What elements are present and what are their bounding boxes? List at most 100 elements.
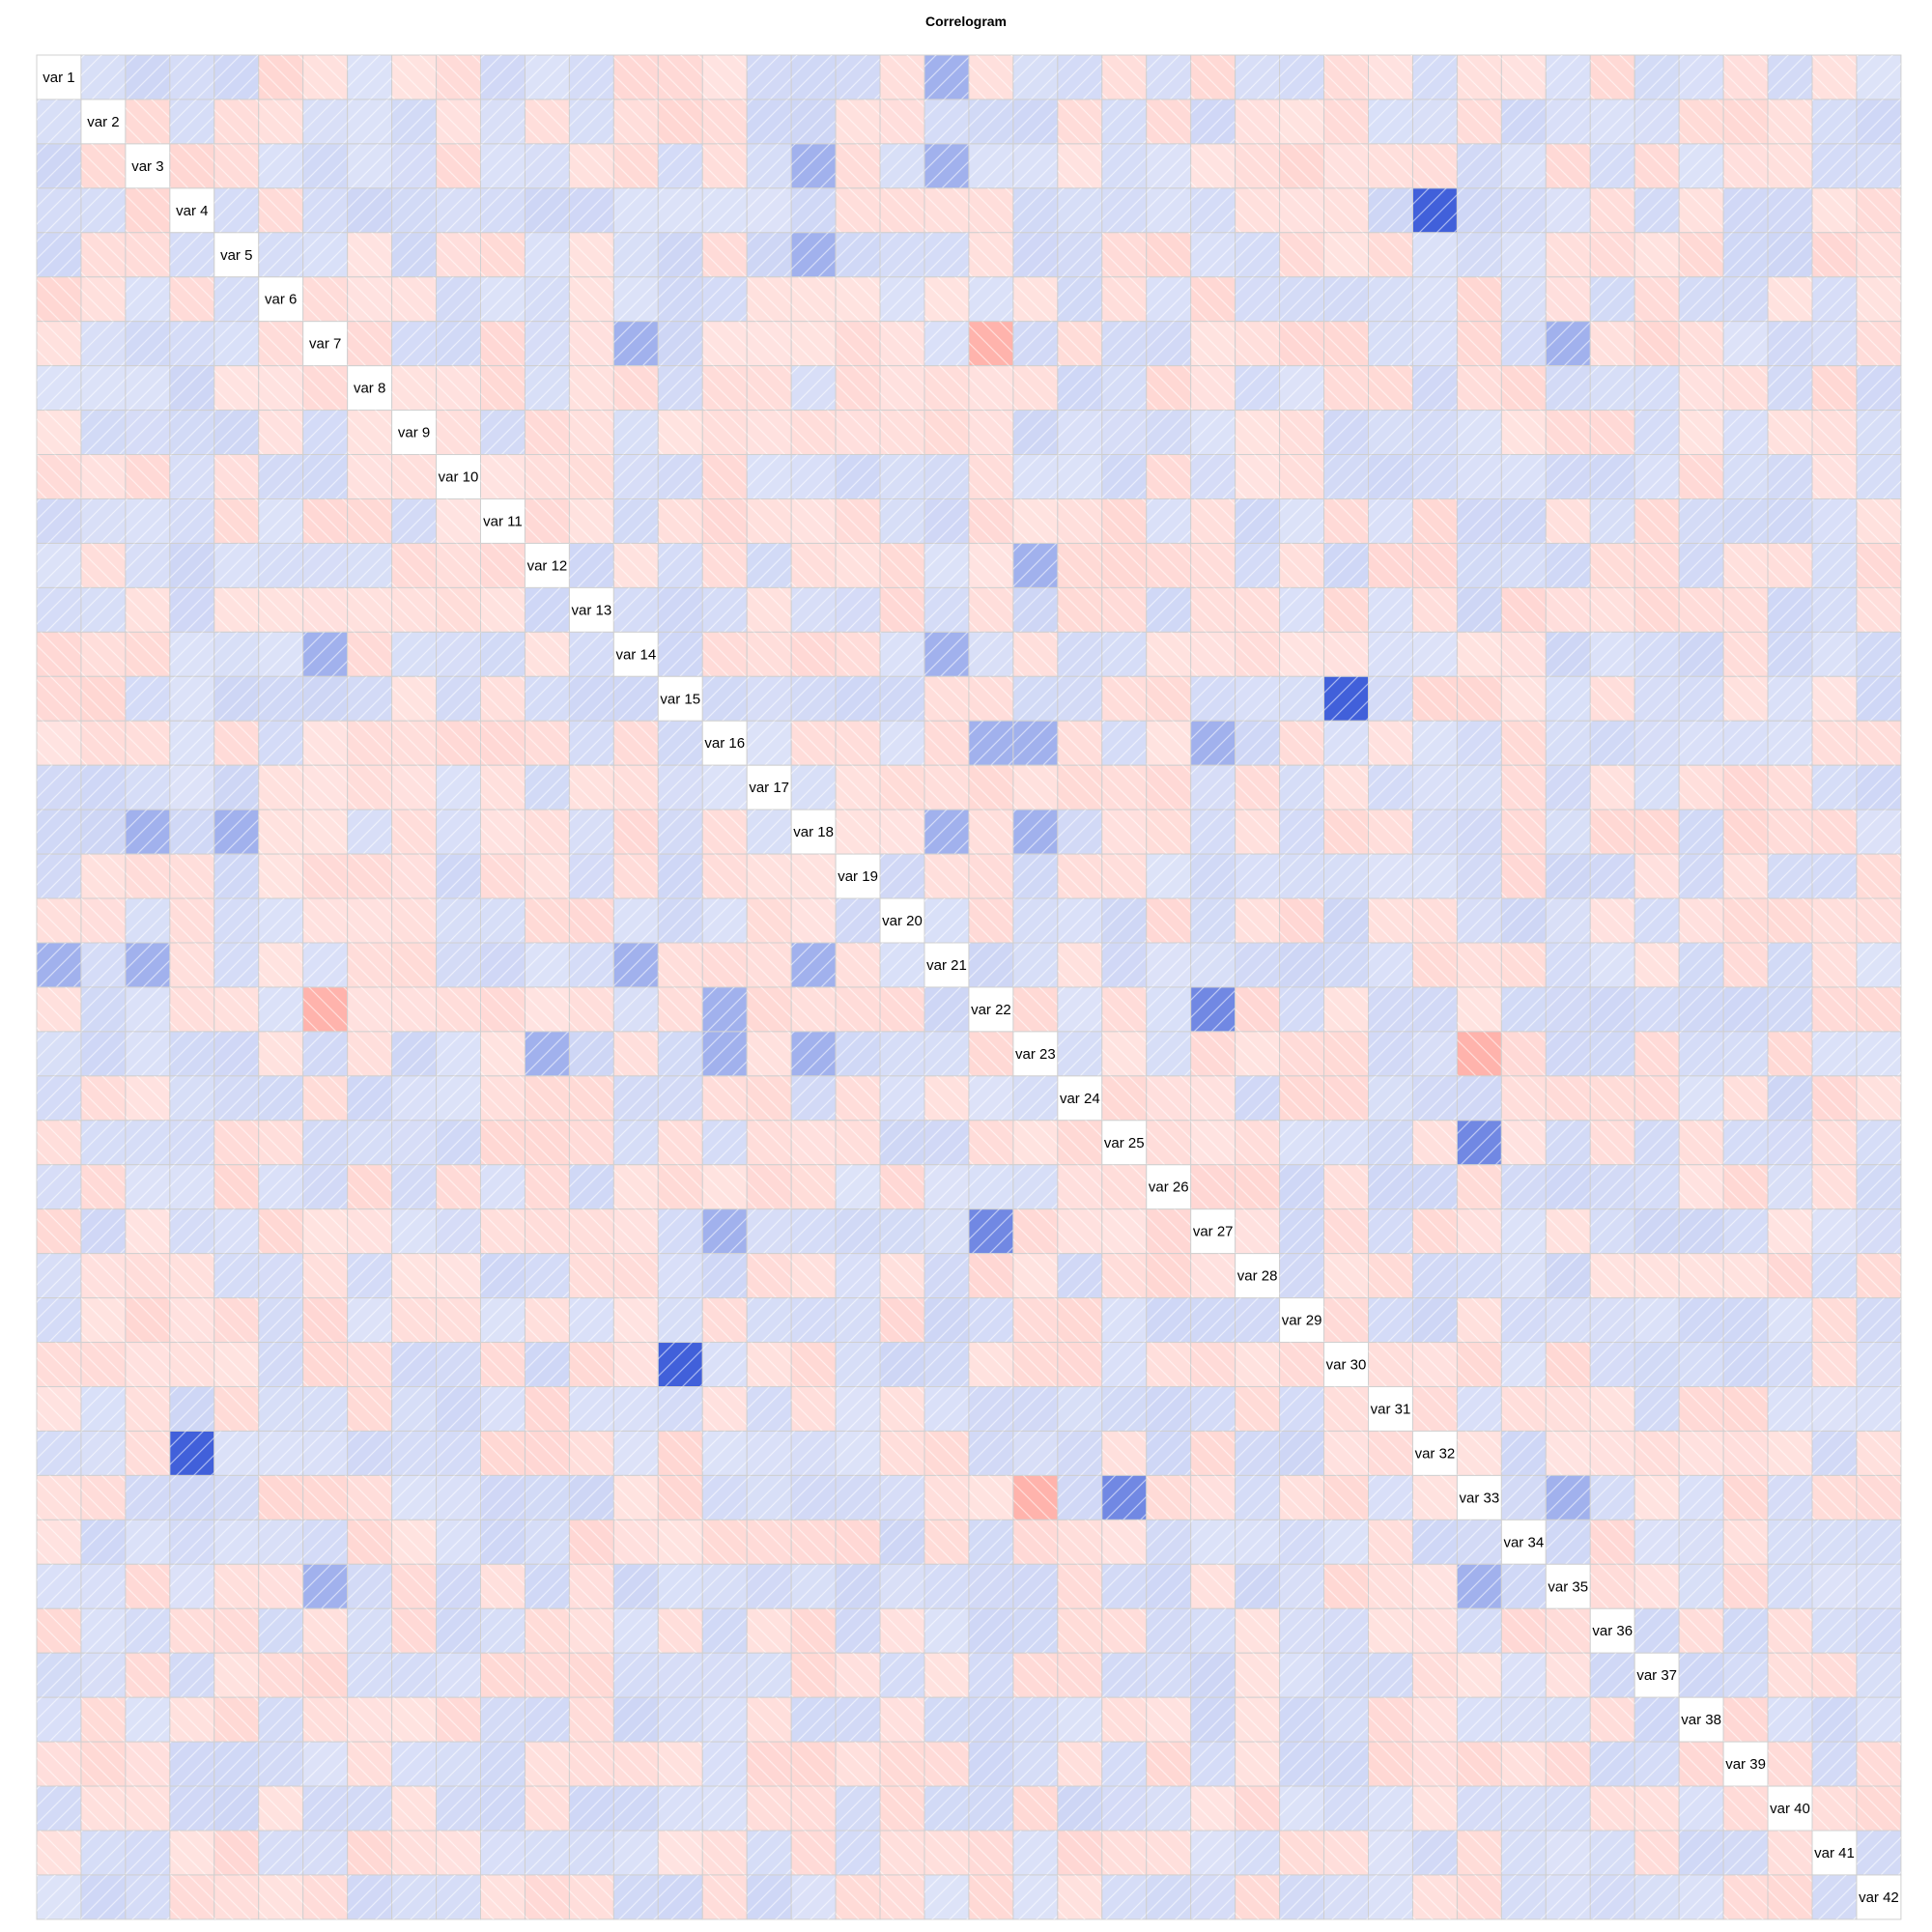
correlation-hatch [1856,454,1901,499]
variable-label: var 30 [1326,1357,1367,1374]
correlation-hatch [125,410,170,455]
correlation-hatch [1235,1874,1280,1919]
correlation-hatch [1856,1831,1901,1875]
correlation-hatch [1012,1786,1058,1831]
correlation-hatch [1546,1208,1591,1254]
correlation-hatch [658,365,703,411]
correlation-hatch [1457,1075,1502,1121]
correlation-hatch [80,1208,126,1254]
correlation-hatch [1368,765,1413,810]
correlation-hatch [791,1031,837,1076]
correlation-hatch [1501,1786,1547,1831]
correlation-hatch [1412,810,1458,855]
correlation-hatch [213,143,259,188]
correlation-hatch [213,1075,259,1121]
correlation-hatch [968,1608,1013,1654]
correlation-hatch [1679,1874,1724,1919]
variable-label: var 23 [1015,1046,1056,1063]
correlation-hatch [169,854,214,899]
correlation-hatch [37,721,81,766]
correlation-hatch [1368,1297,1413,1343]
correlation-hatch [1812,1431,1857,1476]
correlation-hatch [702,765,748,810]
correlation-hatch [1768,943,1812,987]
correlation-hatch [525,1208,570,1254]
correlation-hatch [302,1874,348,1919]
correlation-hatch [658,498,703,544]
correlation-hatch [924,1120,969,1165]
correlation-hatch [1235,1208,1280,1254]
correlation-hatch [1190,55,1236,99]
correlation-hatch [1634,1608,1680,1654]
correlation-hatch [1279,587,1324,633]
correlation-hatch [747,721,792,766]
correlation-hatch [1590,1297,1635,1343]
correlation-hatch [80,765,126,810]
correlation-hatch [1146,898,1191,943]
correlation-hatch [1412,1297,1458,1343]
correlation-hatch [480,1564,526,1609]
correlation-hatch [924,99,969,144]
correlation-hatch [1279,143,1324,188]
correlation-hatch [836,1120,881,1165]
correlation-hatch [569,1253,614,1298]
correlation-hatch [525,765,570,810]
correlation-hatch [1146,1031,1191,1076]
correlation-hatch [924,632,969,677]
correlation-hatch [747,1520,792,1565]
correlation-hatch [436,1608,481,1654]
correlation-hatch [880,365,924,411]
correlation-hatch [569,1520,614,1565]
correlation-hatch [569,365,614,411]
correlation-hatch [391,143,437,188]
correlation-hatch [569,721,614,766]
correlation-hatch [1279,321,1324,366]
correlation-hatch [924,232,969,277]
correlation-hatch [747,1431,792,1476]
correlation-hatch [1679,1253,1724,1298]
correlation-hatch [1323,232,1369,277]
correlation-hatch [258,143,303,188]
correlation-hatch [1323,410,1369,455]
correlation-hatch [1812,187,1857,233]
correlation-hatch [436,498,481,544]
correlation-hatch [37,321,81,366]
correlation-hatch [1634,543,1680,588]
correlation-hatch [1146,632,1191,677]
correlation-hatch [258,810,303,855]
correlation-hatch [1323,854,1369,899]
correlation-hatch [836,1564,881,1609]
correlation-hatch [880,143,924,188]
correlation-hatch [1679,1208,1724,1254]
correlation-hatch [37,1031,81,1076]
correlation-hatch [1368,721,1413,766]
correlation-hatch [613,1874,659,1919]
correlation-hatch [525,143,570,188]
correlation-hatch [1279,543,1324,588]
correlation-hatch [169,1475,214,1520]
correlation-hatch [1590,721,1635,766]
correlation-hatch [1057,632,1102,677]
correlation-hatch [1457,1653,1502,1698]
correlation-hatch [968,632,1013,677]
correlation-hatch [1812,721,1857,766]
correlation-hatch [1856,810,1901,855]
correlation-hatch [836,143,881,188]
correlation-hatch [968,99,1013,144]
correlation-hatch [213,587,259,633]
correlation-hatch [1012,1697,1058,1743]
correlation-hatch [1012,854,1058,899]
correlation-hatch [702,276,748,322]
correlation-hatch [436,1120,481,1165]
correlation-hatch [436,810,481,855]
correlation-hatch [525,1874,570,1919]
correlation-hatch [791,1874,837,1919]
correlation-hatch [258,1742,303,1787]
correlation-hatch [1634,765,1680,810]
correlation-hatch [1057,321,1102,366]
correlation-hatch [37,1874,81,1919]
correlation-hatch [1279,721,1324,766]
correlation-hatch [1323,1831,1369,1875]
correlation-hatch [791,99,837,144]
